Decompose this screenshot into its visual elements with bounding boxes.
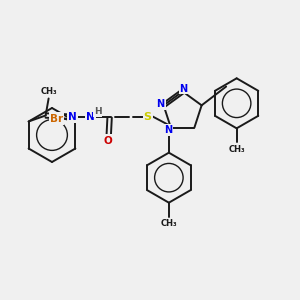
Text: N: N <box>180 83 188 94</box>
Text: N: N <box>68 112 77 122</box>
Text: H: H <box>94 107 101 116</box>
Text: CH₃: CH₃ <box>40 87 57 96</box>
Text: CH₃: CH₃ <box>228 145 245 154</box>
Text: N: N <box>86 112 95 122</box>
Text: N: N <box>157 99 165 109</box>
Text: O: O <box>103 136 112 146</box>
Text: Br: Br <box>50 113 63 124</box>
Text: CH₃: CH₃ <box>160 219 177 228</box>
Text: S: S <box>144 112 152 122</box>
Text: N: N <box>164 125 172 135</box>
